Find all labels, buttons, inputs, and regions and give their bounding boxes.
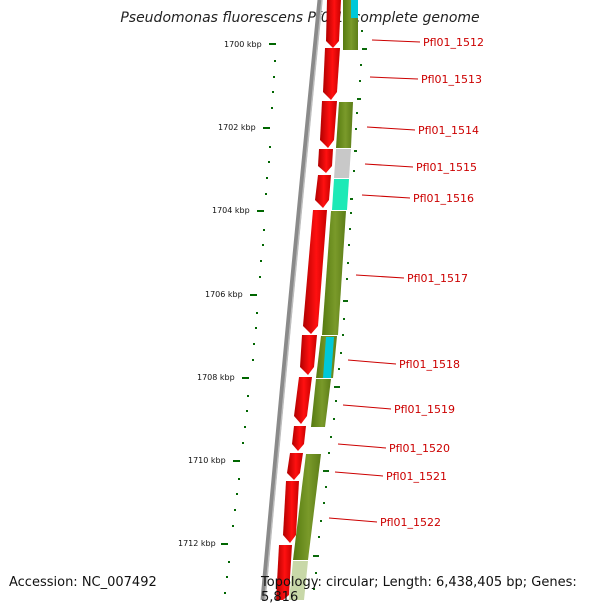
cds-feature	[318, 149, 333, 173]
gene-label: Pfl01_1522	[380, 516, 441, 529]
tick-label: 1702 kbp	[218, 123, 256, 132]
cds-feature	[292, 426, 306, 451]
gene-label: Pfl01_1521	[386, 470, 447, 483]
cds-feature	[326, 0, 341, 48]
feature-ticks	[313, 48, 367, 557]
gene-label: Pfl01_1517	[407, 272, 468, 285]
tick-label: 1712 kbp	[178, 539, 216, 548]
ruler-labels: 1700 kbp 1702 kbp 1704 kbp 1706 kbp 1708…	[178, 40, 262, 548]
cds-feature	[276, 545, 292, 600]
gene-label: Pfl01_1519	[394, 403, 455, 416]
cds-feature	[320, 101, 337, 148]
genome-backbone	[260, 0, 323, 600]
gene-label: Pfl01_1520	[389, 442, 450, 455]
tick-label: 1704 kbp	[212, 206, 250, 215]
cds-feature	[303, 210, 327, 334]
gene-leaders	[328, 39, 421, 523]
topology-label: Topology: circular; Length: 6,438,405 bp…	[261, 575, 577, 605]
cds-feature	[294, 377, 312, 424]
accession-label: Accession: NC_007492	[9, 575, 157, 590]
genome-backbone-highlight	[264, 0, 323, 600]
tick-label: 1706 kbp	[205, 290, 243, 299]
cds-feature	[283, 481, 299, 543]
cds-feature	[323, 48, 340, 100]
tick-label: 1700 kbp	[224, 40, 262, 49]
gene-label: Pfl01_1513	[421, 73, 482, 86]
gene-label: Pfl01_1514	[418, 124, 479, 137]
map-title: Pseudomonas fluorescens Pf0-1, complete …	[120, 10, 480, 26]
gene-label: Pfl01_1515	[416, 161, 477, 174]
tick-label: 1710 kbp	[188, 456, 226, 465]
cds-feature	[300, 335, 317, 375]
tick-label: 1708 kbp	[197, 373, 235, 382]
ruler-dots	[224, 60, 276, 594]
gene-label: Pfl01_1518	[399, 358, 460, 371]
gene-label: Pfl01_1516	[413, 192, 474, 205]
cds-feature	[287, 453, 303, 480]
cog-track	[289, 0, 358, 600]
cds-feature	[315, 175, 331, 208]
gene-labels: Pfl01_1512 Pfl01_1513 Pfl01_1514 Pfl01_1…	[380, 36, 484, 529]
gene-label: Pfl01_1512	[423, 36, 484, 49]
ruler-major-ticks	[221, 43, 276, 545]
cds-track	[276, 0, 341, 600]
feature-dots	[313, 30, 363, 590]
